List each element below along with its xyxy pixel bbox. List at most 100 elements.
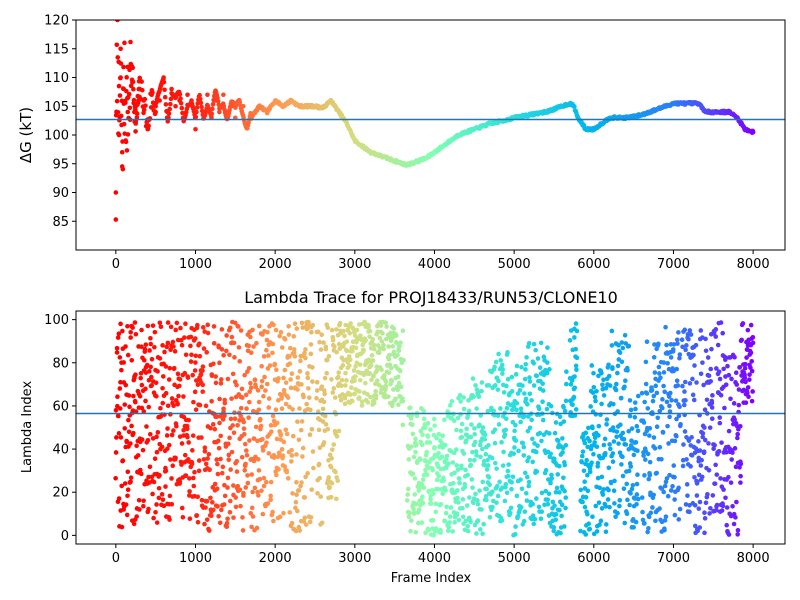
- lambda-point: [544, 406, 550, 412]
- lambda-point: [726, 428, 732, 434]
- dg-point: [679, 101, 684, 106]
- lambda-point: [222, 482, 227, 488]
- lambda-point: [431, 432, 437, 438]
- lambda-point: [574, 355, 580, 361]
- lambda-point: [737, 465, 742, 470]
- dg-point: [711, 109, 716, 115]
- lambda-point: [697, 499, 703, 505]
- lambda-point: [334, 434, 340, 439]
- lambda-point: [224, 524, 230, 530]
- dg-point: [416, 158, 421, 164]
- lambda-point: [289, 459, 294, 464]
- dg-point: [210, 101, 216, 107]
- lambda-point: [359, 399, 365, 404]
- lambda-point: [596, 433, 601, 438]
- lambda-point: [694, 493, 700, 498]
- dg-point: [647, 109, 652, 115]
- lambda-point: [203, 461, 209, 467]
- lambda-point: [627, 398, 633, 403]
- lambda-point: [682, 389, 687, 394]
- lambda-point: [622, 332, 628, 338]
- lambda-point: [585, 444, 590, 450]
- lambda-point: [585, 488, 591, 494]
- lambda-point: [513, 422, 518, 428]
- lambda-point: [613, 387, 619, 393]
- lambda-point: [428, 496, 433, 502]
- lambda-point: [671, 342, 677, 347]
- lambda-point: [524, 355, 529, 360]
- lambda-point: [475, 518, 481, 523]
- dg-point: [113, 190, 119, 195]
- lambda-point: [412, 492, 418, 497]
- lambda-point: [433, 526, 439, 531]
- dg-point: [703, 109, 708, 115]
- lambda-point: [264, 337, 270, 343]
- lambda-point: [448, 505, 454, 510]
- lambda-point: [241, 419, 247, 425]
- lambda-point: [211, 324, 217, 329]
- lambda-point: [548, 451, 553, 457]
- lambda-point: [723, 495, 728, 501]
- lambda-point: [226, 457, 232, 463]
- lambda-point: [271, 518, 276, 524]
- dg-x-tick-label: 8000: [737, 257, 770, 272]
- lambda-chart-title: Lambda Trace for PROJ18433/RUN53/CLONE10: [244, 288, 618, 307]
- lambda-point: [709, 405, 715, 410]
- lambda-x-tick-label: 4000: [418, 551, 451, 566]
- lambda-point: [729, 457, 734, 462]
- lambda-point: [505, 376, 511, 382]
- lambda-point: [416, 520, 421, 526]
- dg-point: [368, 149, 374, 155]
- lambda-point: [505, 473, 511, 479]
- dg-x-tick-label: 6000: [577, 257, 610, 272]
- dg-x-tick-label: 3000: [338, 257, 371, 272]
- dg-point: [177, 91, 183, 97]
- lambda-point: [421, 408, 427, 414]
- lambda-point: [408, 528, 413, 534]
- lambda-point: [708, 379, 714, 384]
- lambda-point: [179, 342, 185, 348]
- lambda-point: [314, 395, 319, 401]
- lambda-point: [391, 326, 397, 331]
- lambda-point: [434, 435, 439, 441]
- lambda-point: [611, 488, 617, 494]
- lambda-point: [406, 514, 412, 520]
- lambda-point: [578, 487, 584, 493]
- lambda-point: [455, 467, 461, 473]
- lambda-point: [670, 483, 675, 489]
- lambda-point: [393, 333, 399, 338]
- lambda-point: [509, 486, 514, 492]
- lambda-point: [396, 402, 401, 408]
- lambda-point: [580, 499, 585, 505]
- lambda-point: [324, 357, 330, 363]
- lambda-point: [606, 465, 612, 471]
- lambda-point: [202, 521, 207, 527]
- lambda-point: [485, 457, 490, 463]
- lambda-point: [294, 452, 299, 457]
- lambda-point: [369, 377, 374, 383]
- lambda-point: [337, 320, 343, 326]
- lambda-point: [225, 516, 230, 522]
- lambda-point: [259, 384, 264, 390]
- lambda-point: [113, 475, 118, 481]
- lambda-point: [282, 367, 288, 373]
- lambda-point: [667, 409, 673, 414]
- lambda-point: [606, 487, 611, 493]
- lambda-point: [606, 362, 611, 368]
- lambda-point: [508, 505, 514, 511]
- lambda-point: [284, 469, 290, 475]
- lambda-point: [672, 438, 678, 444]
- lambda-point: [321, 399, 327, 405]
- lambda-point: [480, 479, 486, 485]
- lambda-point: [421, 485, 427, 490]
- lambda-point: [235, 483, 241, 489]
- lambda-point: [524, 474, 530, 480]
- lambda-point: [362, 319, 367, 325]
- lambda-point: [343, 383, 348, 388]
- lambda-point: [317, 445, 323, 451]
- lambda-point: [568, 382, 574, 387]
- lambda-point: [425, 420, 431, 426]
- lambda-point: [138, 375, 143, 381]
- lambda-point: [217, 360, 222, 366]
- lambda-point: [328, 464, 334, 470]
